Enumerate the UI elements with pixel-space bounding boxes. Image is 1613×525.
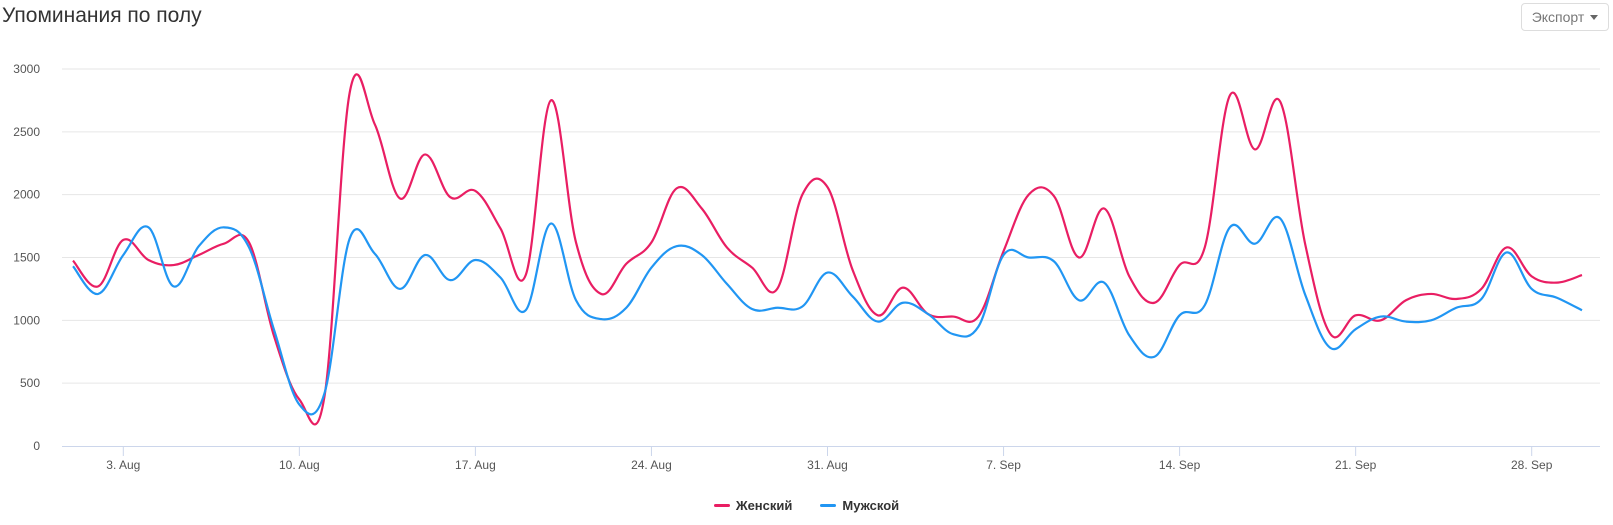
legend-swatch-male [820, 504, 837, 507]
series-line-female [72, 73, 1583, 426]
export-button[interactable]: Экспорт [1521, 3, 1609, 31]
y-tick-label: 1500 [13, 251, 40, 265]
x-tick-label: 7. Sep [986, 458, 1021, 472]
x-tick-label: 31. Aug [807, 458, 848, 472]
x-tick-label: 10. Aug [279, 458, 320, 472]
series-line-male [72, 215, 1583, 416]
x-tick-label: 14. Sep [1159, 458, 1201, 472]
export-label: Экспорт [1531, 9, 1585, 25]
x-tick-label: 3. Aug [106, 458, 140, 472]
legend-label-female: Женский [735, 498, 793, 513]
x-tick-label: 21. Sep [1335, 458, 1377, 472]
x-tick-label: 24. Aug [631, 458, 672, 472]
y-tick-label: 3000 [13, 62, 40, 76]
legend-item-female[interactable]: Женский [713, 498, 793, 513]
y-tick-label: 1000 [13, 313, 40, 327]
y-tick-label: 2000 [13, 188, 40, 202]
legend: Женский Мужской [0, 498, 1613, 513]
legend-swatch-female [713, 504, 730, 507]
caret-down-icon [1590, 14, 1599, 20]
legend-item-male[interactable]: Мужской [820, 498, 899, 513]
chart-title: Упоминания по полу [2, 4, 202, 27]
y-tick-label: 2500 [13, 125, 40, 139]
x-tick-label: 17. Aug [455, 458, 496, 472]
y-tick-label: 500 [20, 376, 40, 390]
x-tick-label: 28. Sep [1511, 458, 1553, 472]
y-tick-label: 0 [33, 439, 40, 453]
legend-label-male: Мужской [842, 498, 900, 513]
